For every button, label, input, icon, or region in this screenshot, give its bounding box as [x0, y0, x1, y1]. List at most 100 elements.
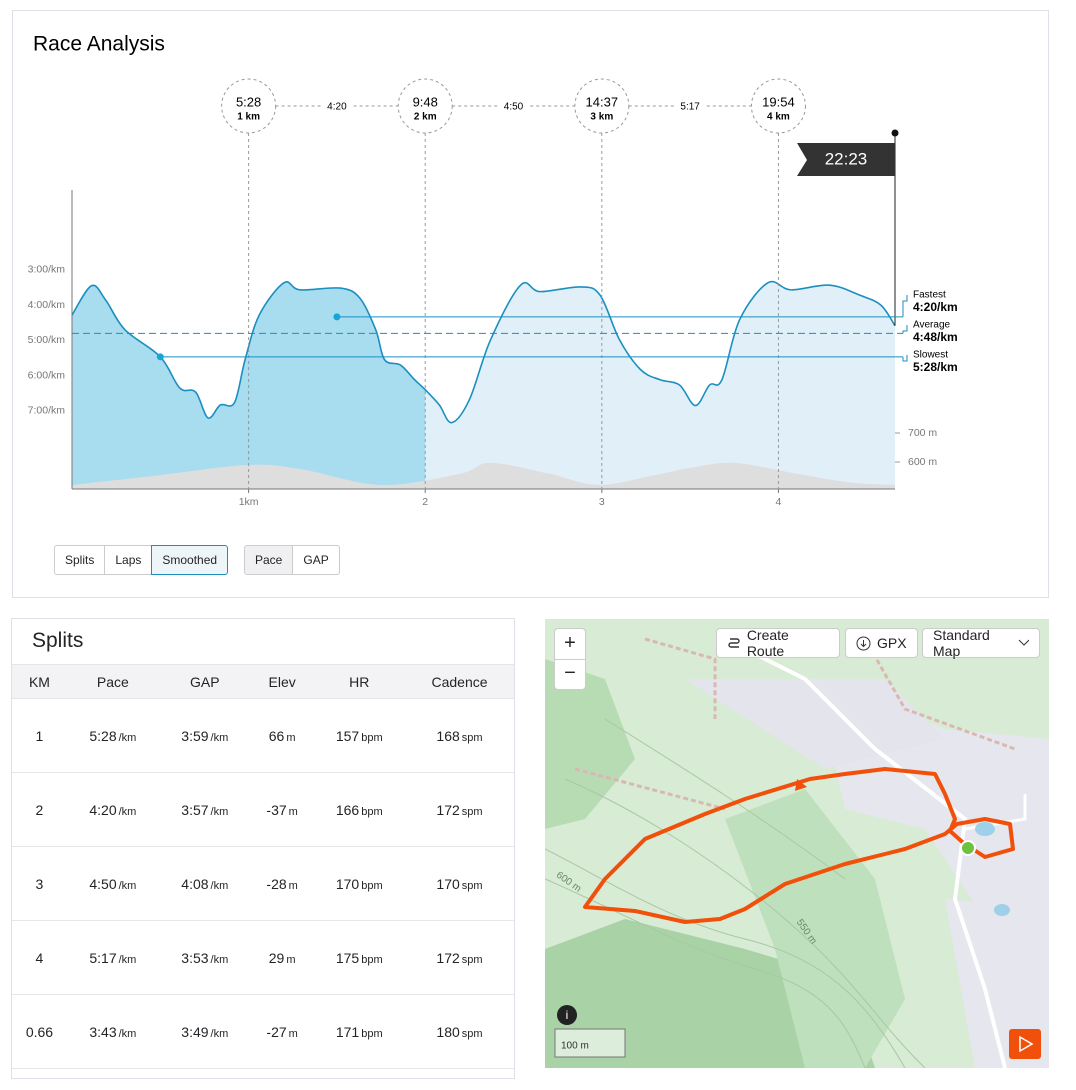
- map-style-button[interactable]: Standard Map: [922, 627, 1040, 659]
- zoom-out[interactable]: −: [564, 662, 576, 684]
- create-route-button[interactable]: Create Route: [716, 627, 840, 659]
- segment-pace: 5:17: [680, 102, 700, 113]
- marker-time: 5:28: [236, 94, 261, 109]
- toggle-button[interactable]: Splits: [54, 545, 106, 575]
- y-tick-label: 5:00/km: [28, 334, 66, 346]
- cell: 157 bpm: [313, 698, 405, 773]
- cell: 170 spm: [405, 846, 514, 921]
- cell-unit: spm: [461, 879, 483, 892]
- replay-button[interactable]: [1009, 1029, 1041, 1059]
- zoom-in[interactable]: +: [555, 629, 585, 660]
- cell: -28 m: [250, 846, 314, 921]
- label: GPX: [877, 635, 907, 651]
- cell-value: 66: [268, 727, 285, 744]
- reference-dot: [333, 313, 341, 321]
- cell-value: 157: [335, 727, 360, 744]
- cell-value: 175: [335, 949, 360, 966]
- cell-unit: /km: [210, 805, 229, 818]
- cell-value: 3:53: [181, 949, 209, 966]
- map[interactable]: 600 m 550 m 100 m i + − Create Route GPX…: [545, 619, 1049, 1068]
- cell: 1: [12, 698, 67, 773]
- gpx-button[interactable]: GPX: [845, 628, 918, 658]
- column-header: Cadence: [405, 664, 514, 699]
- cell-unit: /km: [118, 731, 137, 744]
- toggle-button[interactable]: Smoothed: [151, 545, 229, 575]
- cell-value: 29: [268, 949, 285, 966]
- elevation-tick-label: 600 m: [908, 456, 937, 468]
- svg-text:i: i: [566, 1008, 569, 1022]
- cell: 4: [12, 920, 67, 995]
- cell: 3:57/km: [158, 772, 251, 847]
- segment-bg: [320, 98, 353, 114]
- cell: 4:20/km: [66, 772, 159, 847]
- cell-unit: spm: [461, 1027, 483, 1040]
- cell-value: 0.66: [25, 1023, 54, 1040]
- scale-label: 100 m: [561, 1041, 589, 1052]
- x-tick-label: 3: [599, 496, 605, 508]
- toggle-button[interactable]: Laps: [104, 545, 153, 575]
- cell-unit: /km: [118, 805, 137, 818]
- cell-unit: /km: [210, 731, 229, 744]
- cell: 3:43/km: [66, 994, 159, 1069]
- view-toggles: Splits Laps Smoothed: [54, 545, 229, 575]
- marker-distance: 2 km: [414, 112, 437, 123]
- map-canvas: 600 m 550 m 100 m i: [545, 619, 1049, 1068]
- cell-unit: /km: [210, 1027, 229, 1040]
- segment-bg: [674, 98, 707, 114]
- cell-value: 168: [436, 727, 460, 744]
- legend-name: Fastest: [913, 290, 946, 301]
- finish-time: 22:23: [825, 149, 868, 168]
- toggle-button[interactable]: GAP: [292, 545, 340, 575]
- cell-value: 3:49: [181, 1023, 209, 1040]
- cell-unit: /km: [118, 953, 137, 966]
- finish-flag: [797, 143, 895, 176]
- split-row: 0.66 3:43/km 3:49/km -27 m 171 bpm 180 spm: [12, 994, 514, 1069]
- marker-circle: [750, 78, 806, 134]
- cell-value: 170: [436, 875, 460, 892]
- y-tick-label: 7:00/km: [28, 405, 66, 417]
- splits-card: Splits KM Pace GAP Elev HR Cadence 1 5:28/km 3:…: [11, 618, 515, 1079]
- column-header: HR: [313, 664, 405, 699]
- cell: 3: [12, 846, 67, 921]
- legend-bracket: [902, 325, 908, 334]
- legend-bracket: [902, 355, 908, 362]
- marker-distance: 1 km: [237, 112, 260, 123]
- segment-pace: 4:20: [327, 102, 347, 113]
- cell-unit: spm: [461, 805, 483, 818]
- cell: 172 spm: [405, 772, 514, 847]
- splits-table: KM Pace GAP Elev HR Cadence 1 5:28/km 3:59/km 66…: [12, 664, 514, 1069]
- cell-unit: bpm: [361, 731, 383, 744]
- title: Race Analysis: [33, 33, 165, 56]
- elevation-area: [72, 462, 895, 489]
- legend-bracket: [902, 295, 908, 317]
- elevation-tick-label: 700 m: [908, 427, 937, 439]
- cell-value: 3:57: [181, 801, 209, 818]
- cell-unit: m: [286, 953, 296, 966]
- metric-toggles: Pace GAP: [244, 545, 340, 575]
- column-header: Elev: [250, 664, 314, 699]
- cell: 3:59/km: [158, 698, 251, 773]
- split-row: 1 5:28/km 3:59/km 66 m 157 bpm 168 spm: [12, 698, 514, 773]
- label: Create Route: [746, 627, 789, 659]
- cell: 168 spm: [405, 698, 514, 773]
- cell-unit: bpm: [361, 879, 383, 892]
- cell-unit: bpm: [361, 953, 383, 966]
- marker-time: 14:37: [586, 94, 619, 109]
- cell: 3:49/km: [158, 994, 251, 1069]
- scale-bar: [554, 1028, 626, 1058]
- race-chart: Race Analysis 3:00/km 4:00/km 5:00/km 6:00/…: [28, 33, 958, 508]
- cell: 171 bpm: [313, 994, 405, 1069]
- cell-unit: spm: [461, 731, 483, 744]
- cell: 5:17/km: [66, 920, 159, 995]
- cell: 175 bpm: [313, 920, 405, 995]
- reference-dot: [156, 353, 164, 361]
- cell-unit: /km: [210, 879, 229, 892]
- legend-name: Average: [913, 320, 951, 331]
- y-tick-label: 4:00/km: [28, 299, 66, 311]
- cell: 4:08/km: [158, 846, 251, 921]
- split-row: 3 4:50/km 4:08/km -28 m 170 bpm 170 spm: [12, 846, 514, 921]
- x-tick-label: 4: [776, 496, 782, 508]
- x-tick-label: 1km: [239, 496, 259, 508]
- toggle-button[interactable]: Pace: [244, 545, 294, 575]
